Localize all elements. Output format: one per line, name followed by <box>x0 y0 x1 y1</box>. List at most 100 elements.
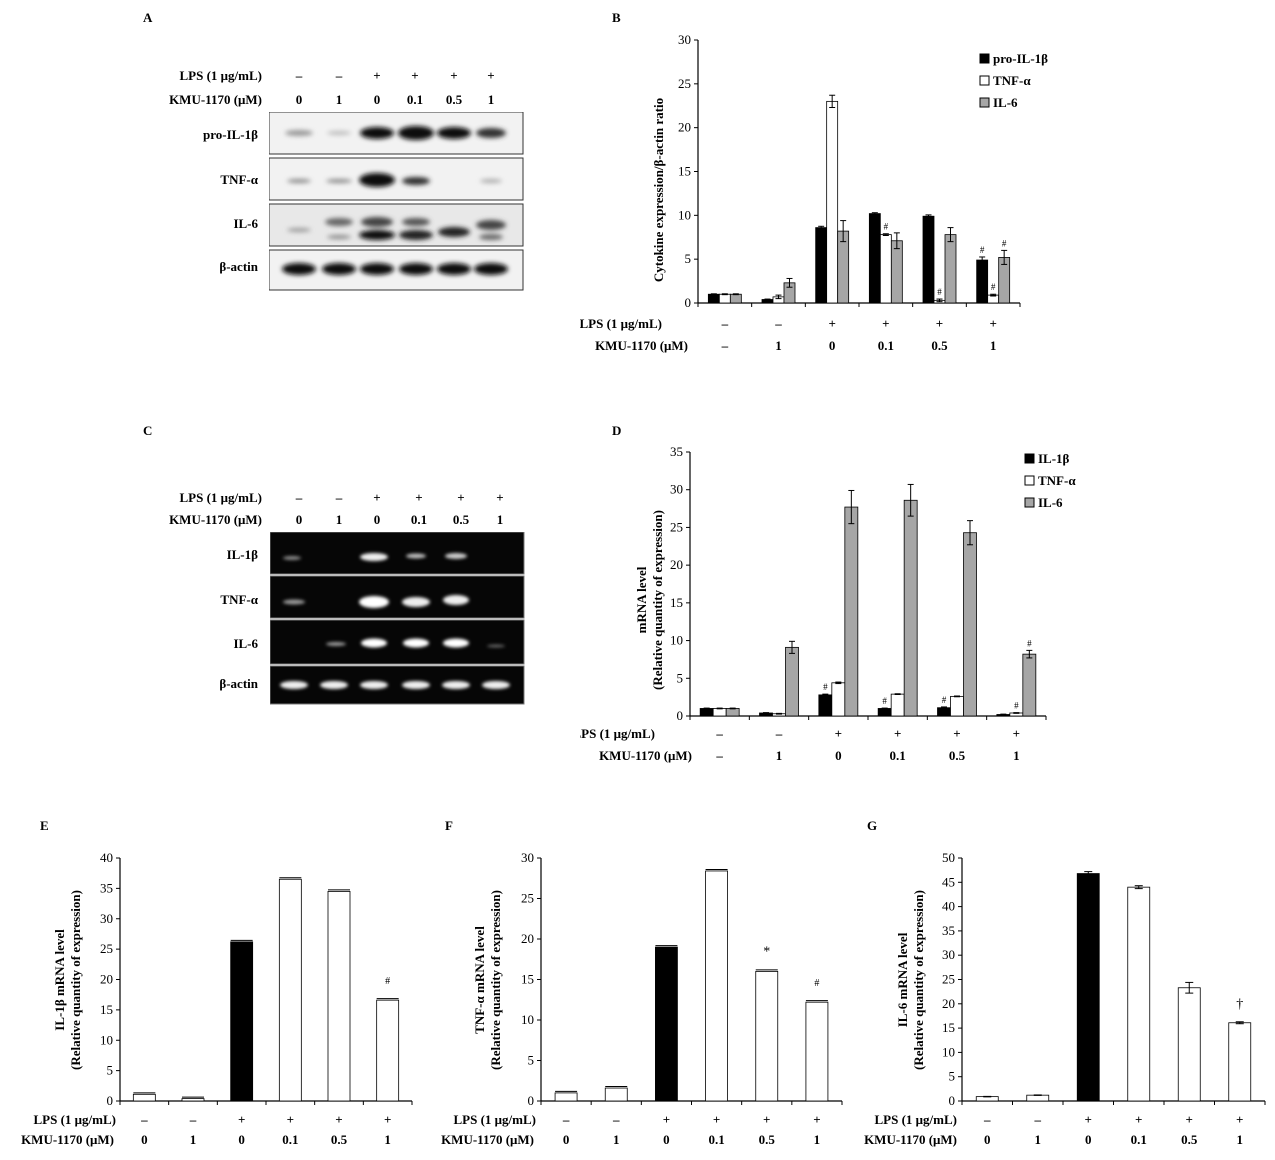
kmu-cond: 0.5 <box>452 512 470 527</box>
kmu-condition: 0.5 <box>331 1132 348 1147</box>
chart-d: mRNA level (Relative quantity of express… <box>580 444 1076 763</box>
bar <box>1127 886 1151 1102</box>
band-row-il6 <box>287 217 506 240</box>
lps-condition: + <box>713 1112 720 1127</box>
kmu-cond: 0.1 <box>406 92 424 107</box>
kmu-label: KMU-1170 (μM) <box>441 1132 534 1147</box>
legend-swatch <box>1024 475 1035 486</box>
bar-white <box>890 693 905 717</box>
y-tick-label: 25 <box>942 972 955 987</box>
legend-label: IL-6 <box>993 95 1018 110</box>
lps-label: LPS (1 μg/mL) <box>875 1112 957 1127</box>
kmu-label: KMU-1170 (μM) <box>595 338 688 353</box>
ylabel-line2: (Relative quantity of expression) <box>68 890 83 1070</box>
bar <box>655 946 678 1102</box>
significance-mark: # <box>882 696 887 706</box>
lps-condition: + <box>1186 1112 1193 1127</box>
significance-mark: # <box>1014 701 1019 711</box>
y-tick-label: 10 <box>670 633 683 648</box>
y-tick-label: 5 <box>685 251 692 266</box>
bar-white <box>712 708 727 717</box>
kmu-cond: 1 <box>496 512 504 527</box>
lps-cond: + <box>373 68 381 83</box>
kmu-condition: 0.1 <box>708 1132 724 1147</box>
y-tick-label: 45 <box>942 874 955 889</box>
chart-g: IL-6 mRNA level (Relative quantity of ex… <box>864 850 1266 1147</box>
kmu-condition: – <box>715 748 723 763</box>
bar-white <box>950 695 964 717</box>
y-tick-label: 30 <box>100 911 113 926</box>
y-tick-label: 30 <box>942 947 955 962</box>
kmu-condition: 0.5 <box>931 338 948 353</box>
blot-row-label: β-actin <box>219 259 258 274</box>
ylabel: mRNA level <box>634 566 649 633</box>
legend-swatch <box>1024 497 1035 508</box>
lps-condition: + <box>1236 1112 1243 1127</box>
legend-label: TNF-α <box>1038 473 1076 488</box>
y-tick-label: 10 <box>678 207 691 222</box>
significance-mark: # <box>1027 638 1032 648</box>
kmu-condition: 1 <box>613 1132 620 1147</box>
y-tick-label: 20 <box>100 972 113 987</box>
bar <box>604 1087 628 1102</box>
y-tick-label: 30 <box>670 482 683 497</box>
lps-condition: + <box>882 316 889 331</box>
bar <box>554 1092 578 1102</box>
bar-gray <box>725 708 740 717</box>
kmu-condition: 1 <box>1035 1132 1042 1147</box>
bar-black <box>707 293 720 304</box>
significance-mark: # <box>991 282 996 292</box>
lps-condition: + <box>835 726 842 741</box>
bar-black <box>922 215 935 304</box>
kmu-condition: 1 <box>776 748 783 763</box>
bar <box>327 891 351 1102</box>
kmu-condition: 0 <box>835 748 842 763</box>
y-tick-label: 35 <box>942 923 955 938</box>
kmu-condition: 1 <box>384 1132 391 1147</box>
blot-row-label: IL-6 <box>233 216 258 231</box>
band-row-il1b <box>283 553 467 561</box>
y-tick-label: 25 <box>670 519 683 534</box>
significance-mark: # <box>823 682 828 692</box>
kmu-condition: 0 <box>663 1132 670 1147</box>
y-tick-label: 0 <box>528 1093 535 1108</box>
lps-label: LPS (1 μg/mL) <box>179 68 262 83</box>
lps-cond: – <box>335 490 343 505</box>
y-tick-label: 0 <box>677 708 684 723</box>
bar-white <box>718 293 731 304</box>
bar <box>1228 1022 1252 1102</box>
significance-mark: # <box>1002 238 1007 248</box>
y-tick-label: 20 <box>670 557 683 572</box>
y-tick-label: 35 <box>670 444 683 459</box>
y-tick-label: 40 <box>100 850 113 865</box>
lps-condition: + <box>335 1112 342 1127</box>
y-tick-label: 5 <box>949 1069 956 1084</box>
significance-mark: # <box>385 976 390 987</box>
significance-mark: # <box>814 978 819 989</box>
kmu-label: KMU-1170 (μM) <box>169 512 262 527</box>
kmu-cond: 1 <box>335 512 343 527</box>
bar <box>132 1093 156 1102</box>
lps-condition: + <box>936 316 943 331</box>
legend-label: pro-IL-1β <box>993 51 1048 66</box>
ylabel-line2: (Relative quantity of expression) <box>488 890 503 1070</box>
significance-mark: † <box>1236 997 1243 1012</box>
kmu-label: KMU-1170 (μM) <box>169 92 262 107</box>
y-tick-label: 15 <box>100 1002 113 1017</box>
y-tick-label: 5 <box>107 1063 114 1078</box>
bar-gray <box>963 532 977 717</box>
lps-condition: – <box>721 316 729 331</box>
lps-cond: + <box>415 490 423 505</box>
lps-condition: – <box>612 1112 620 1127</box>
chart-b: Cytokine expression/β-actin ratio LPS (1… <box>580 32 1048 353</box>
blot-row-label: TNF-α <box>220 172 258 187</box>
kmu-condition: 0 <box>141 1132 148 1147</box>
lps-condition: – <box>140 1112 148 1127</box>
bar <box>181 1098 205 1102</box>
lps-condition: + <box>763 1112 770 1127</box>
kmu-condition: 0.1 <box>878 338 894 353</box>
kmu-cond: 0 <box>373 512 381 527</box>
y-tick-label: 15 <box>521 972 534 987</box>
y-tick-label: 10 <box>942 1044 955 1059</box>
bar-black <box>976 259 989 304</box>
